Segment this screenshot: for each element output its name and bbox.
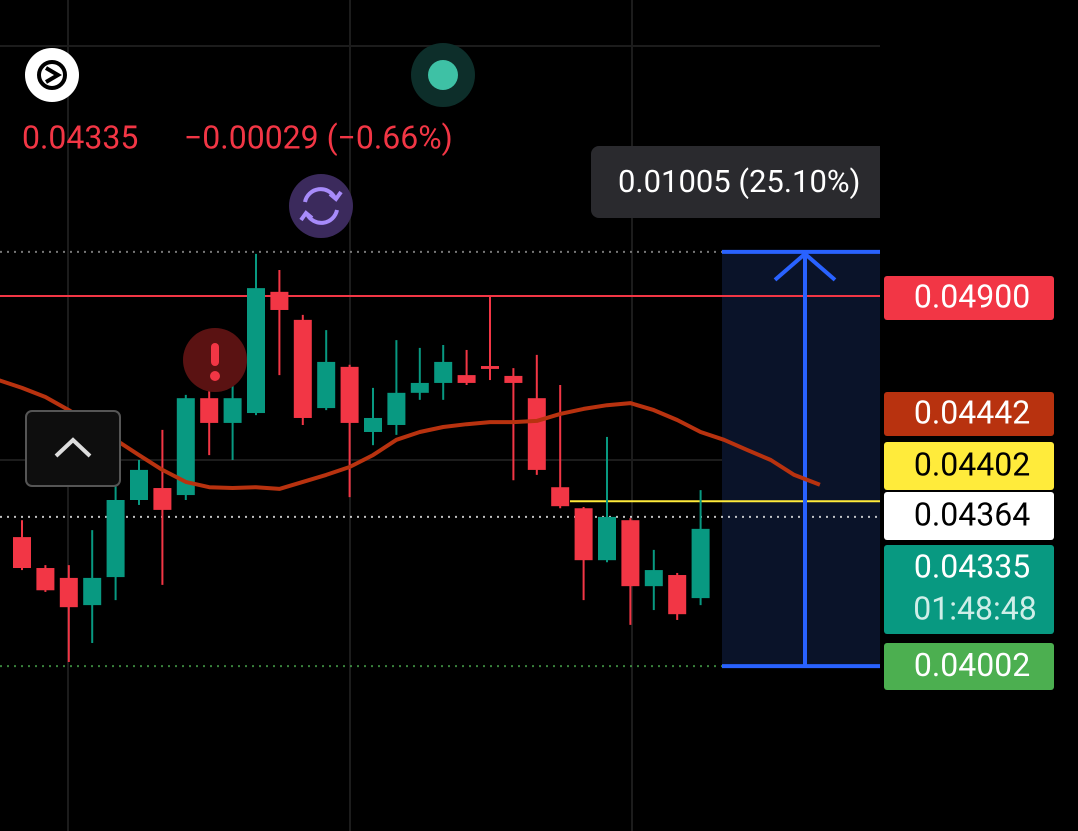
candle-body	[527, 398, 546, 470]
candle-body	[434, 361, 453, 383]
plot-area: 0.01005 (25.10%)	[0, 146, 880, 669]
price-labels: 0.04900 0.04442 0.04402 0.04364 0.04335 01:48…	[884, 276, 1054, 690]
refresh-arrowheads	[299, 190, 343, 222]
price-label: 0.04364	[914, 495, 1030, 533]
candle-body	[83, 577, 102, 606]
price-label: 0.04002	[914, 646, 1030, 684]
price-label-box	[884, 643, 1054, 690]
price-label-box	[884, 545, 1054, 634]
candle-body	[36, 568, 55, 591]
candle-body	[691, 528, 710, 599]
price-label-box	[884, 276, 1054, 320]
candle-body	[130, 469, 148, 501]
candle-body	[59, 577, 78, 608]
candle-body	[574, 508, 593, 561]
candle-body	[270, 291, 289, 310]
candle-body	[504, 375, 523, 383]
candle-body	[176, 398, 195, 496]
price-label: 0.04402	[914, 445, 1030, 483]
candle-body	[317, 361, 336, 409]
candle-body	[293, 319, 312, 418]
price-label-box	[884, 492, 1054, 540]
logo-icon-mark	[44, 66, 62, 84]
overlay: 0.04335 −0.00029 (−0.66%)	[22, 43, 475, 487]
candle-body	[644, 570, 663, 587]
price-label: 0.04335	[914, 547, 1030, 585]
candle-body	[340, 366, 359, 423]
candle-body	[200, 398, 219, 423]
measure-arrowhead	[773, 251, 837, 282]
logo-icon[interactable]	[25, 48, 79, 102]
measure-label: 0.01005 (25.10%)	[618, 163, 860, 200]
candle-body	[387, 392, 406, 425]
candle-body	[410, 382, 429, 393]
price-label: 0.04442	[914, 393, 1030, 431]
countdown: 01:48:48	[913, 589, 1036, 627]
price-change: −0.00029 (−0.66%)	[184, 118, 453, 156]
measure-box	[722, 251, 880, 667]
candle-body	[668, 575, 687, 615]
candle-body	[481, 366, 499, 369]
last-price: 0.04335	[22, 118, 138, 156]
candle-body	[551, 487, 570, 507]
refresh-icon[interactable]	[289, 174, 353, 238]
candle-body	[153, 488, 172, 510]
candle-body	[106, 500, 125, 578]
measure-label-box	[591, 146, 880, 218]
price-label-box	[884, 442, 1054, 490]
candle-body	[247, 288, 265, 414]
candle-body	[621, 520, 640, 587]
candle-body	[457, 375, 476, 383]
price-label-box	[884, 392, 1054, 436]
collapse-button[interactable]	[25, 410, 121, 487]
alert-mark	[210, 371, 220, 381]
chevron-up	[54, 437, 92, 458]
alert-mark	[211, 343, 219, 366]
candle-body	[364, 417, 382, 432]
moving-average	[0, 378, 821, 491]
candle-body	[223, 398, 242, 423]
status-dot	[428, 60, 458, 90]
price-label: 0.04900	[914, 277, 1030, 315]
candle-body	[598, 516, 616, 561]
candle-body	[13, 537, 31, 569]
logo-icon-mark	[37, 60, 67, 90]
